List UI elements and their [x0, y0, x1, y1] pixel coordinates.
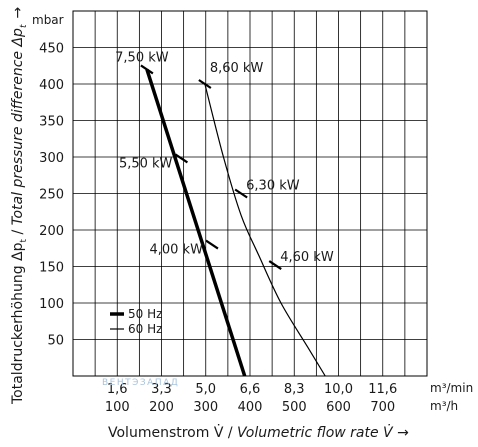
- tick-labels: 50 100 150 200 250 300 350 400 450 1,6 100 3,3 200 5,…: [39, 42, 397, 416]
- y-tick-label: 450: [39, 42, 64, 57]
- y-tick-label: 100: [39, 297, 64, 312]
- power-label: 7,50 kW: [115, 50, 169, 65]
- y-axis-title-upright-sub: t: [19, 239, 29, 243]
- power-tick-mark: [198, 79, 212, 89]
- y-axis-title-italic: Total pressure difference Δp: [10, 28, 26, 225]
- x-secondary-tick-label: 700: [370, 400, 395, 415]
- y-tick-label: 300: [39, 151, 64, 166]
- x-axis-title: Volumenstrom V̇ / Volumetric flow rate V…: [108, 424, 409, 441]
- x-primary-tick-label: 3,3: [151, 382, 172, 397]
- series-line-1: [204, 83, 326, 377]
- x-primary-tick-label: 6,6: [240, 382, 261, 397]
- x-secondary-tick-label: 200: [149, 400, 174, 415]
- x-secondary-tick-label: 400: [238, 400, 263, 415]
- plot-grid: [72, 10, 428, 377]
- y-tick-label: 400: [39, 78, 64, 93]
- x-axis-title-upright: Volumenstrom V̇ /: [108, 424, 237, 441]
- y-tick-label: 150: [39, 261, 64, 276]
- x-axis-title-arrow: →: [393, 425, 409, 441]
- y-tick-label: 50: [47, 334, 64, 349]
- x-secondary-tick-label: 600: [326, 400, 351, 415]
- power-tick-mark: [174, 153, 189, 164]
- x-primary-tick-label: 5,0: [195, 382, 216, 397]
- power-label: 4,00 kW: [149, 243, 203, 258]
- power-label: 5,50 kW: [119, 156, 173, 171]
- data-series: [145, 68, 326, 377]
- x-primary-tick-label: 8,3: [284, 382, 305, 397]
- legend-label-60hz: 60 Hz: [128, 322, 162, 336]
- y-tick-label: 350: [39, 115, 64, 130]
- x-primary-tick-label: 1,6: [107, 382, 128, 397]
- y-axis-title-italic-sub: t: [19, 24, 29, 28]
- y-axis-title: Totaldruckerhöhung Δpt / Total pressure …: [10, 7, 29, 405]
- power-label: 6,30 kW: [246, 179, 300, 194]
- power-label: 4,60 kW: [280, 250, 334, 265]
- x-primary-tick-label: 11,6: [368, 382, 397, 397]
- x-secondary-tick-label: 100: [105, 400, 130, 415]
- power-tick-mark: [234, 188, 248, 199]
- legend: 50 Hz 60 Hz: [110, 307, 162, 336]
- x-primary-unit-label: m³/min: [430, 381, 473, 395]
- y-unit-label: mbar: [32, 13, 64, 27]
- y-axis-title-separator: /: [10, 225, 26, 239]
- y-axis-title-arrow: →: [10, 7, 26, 19]
- series-line-0: [145, 68, 247, 377]
- watermark: ВЕНТЭЗАПАД: [102, 378, 179, 388]
- x-secondary-tick-label: 500: [282, 400, 307, 415]
- legend-label-50hz: 50 Hz: [128, 307, 162, 321]
- y-axis-title-upright: Totaldruckerhöhung Δp: [10, 242, 26, 405]
- power-tick-mark: [205, 239, 219, 250]
- power-tick-mark: [268, 260, 282, 270]
- power-label: 8,60 kW: [210, 61, 264, 76]
- x-secondary-tick-label: 300: [193, 400, 218, 415]
- x-axis-title-italic: Volumetric flow rate V̇: [237, 424, 394, 441]
- y-tick-label: 250: [39, 188, 64, 203]
- power-tick-mark: [140, 64, 154, 75]
- x-primary-tick-label: 10,0: [324, 382, 353, 397]
- y-tick-label: 200: [39, 224, 64, 239]
- power-annotations: 7,50 kW 5,50 kW 4,00 kW 8,60 kW 6,30 kW 4,60 …: [115, 50, 334, 270]
- x-secondary-unit-label: m³/h: [430, 399, 458, 413]
